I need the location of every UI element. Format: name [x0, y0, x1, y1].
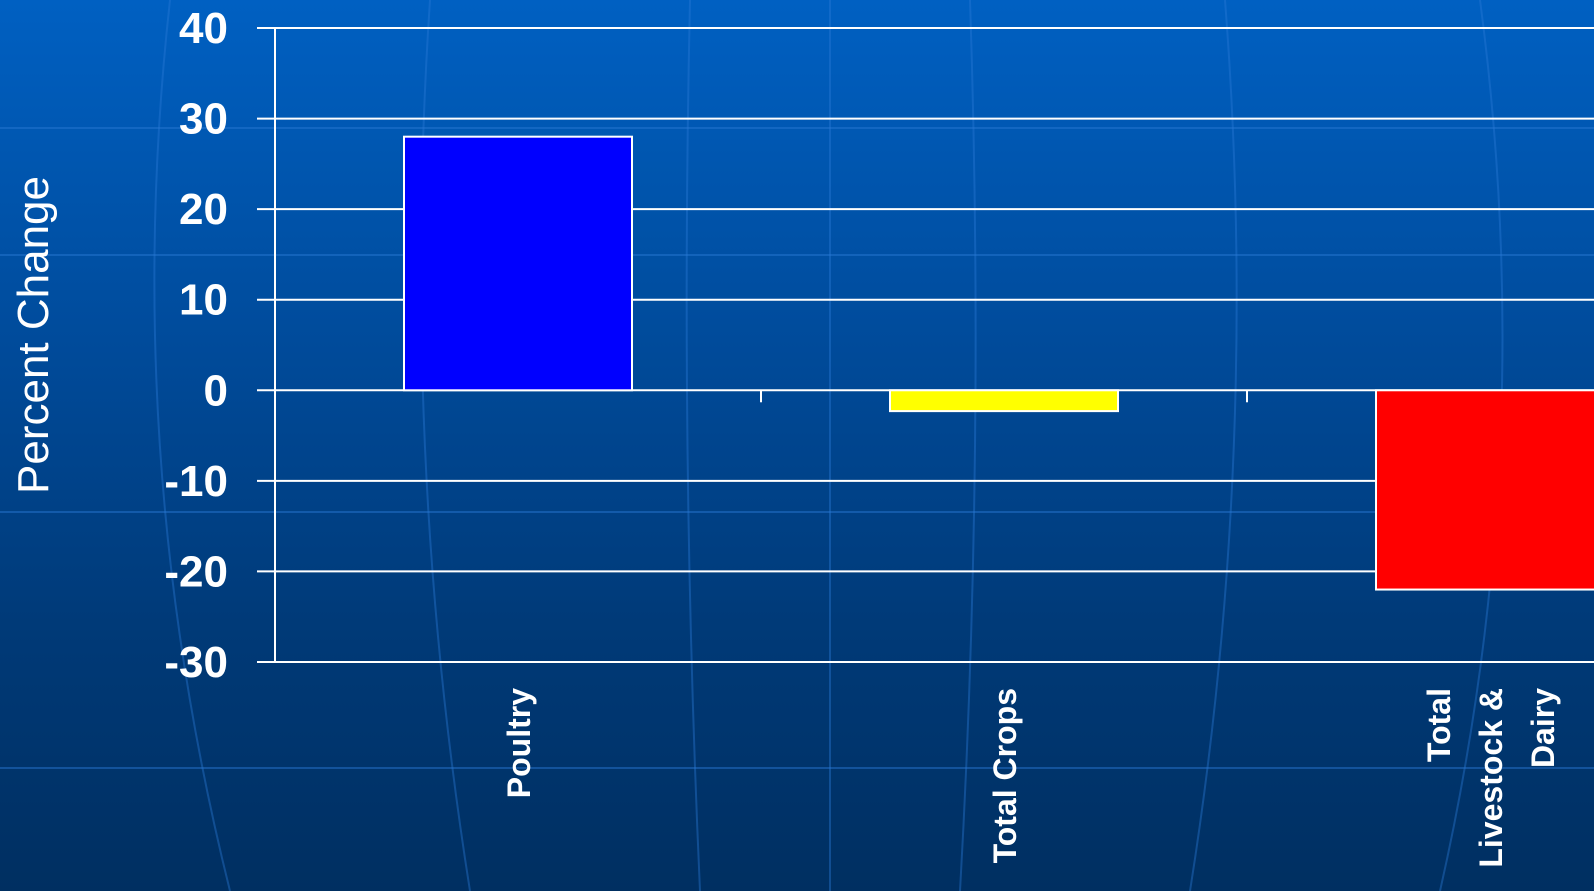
y-tick-label: 0	[204, 366, 228, 415]
background-longitude-line	[153, 0, 231, 891]
background-longitude-line	[685, 0, 701, 891]
y-tick-label: -30	[164, 638, 228, 687]
x-axis-category-labels: Poultry Total Crops Total Livestock & Dairy	[501, 688, 1561, 868]
y-tick-label: 40	[179, 4, 228, 53]
axes	[274, 28, 1248, 662]
y-tick-label: 10	[179, 276, 228, 325]
y-axis-ticks: 40 30 20 10 0 -10 -20 -30	[164, 4, 275, 687]
bar-0	[403, 135, 633, 392]
y-tick-label: 20	[179, 185, 228, 234]
background-longitude-line	[1189, 0, 1238, 891]
bar-2	[1375, 389, 1594, 591]
y-tick-label: 30	[179, 95, 228, 144]
y-tick-label: -20	[164, 547, 228, 596]
x-category-label: Total	[1421, 688, 1457, 762]
x-category-label: Livestock &	[1473, 688, 1509, 868]
y-tick-label: -10	[164, 457, 228, 506]
y-axis-title: Percent Change	[9, 176, 58, 494]
x-category-label: Total Crops	[987, 688, 1023, 863]
bars	[403, 135, 1594, 591]
bar-1	[889, 389, 1119, 413]
background-longitude-line	[420, 0, 471, 891]
x-category-label: Dairy	[1525, 688, 1561, 768]
x-category-label: Poultry	[501, 688, 537, 798]
background-longitude-line	[959, 0, 977, 891]
